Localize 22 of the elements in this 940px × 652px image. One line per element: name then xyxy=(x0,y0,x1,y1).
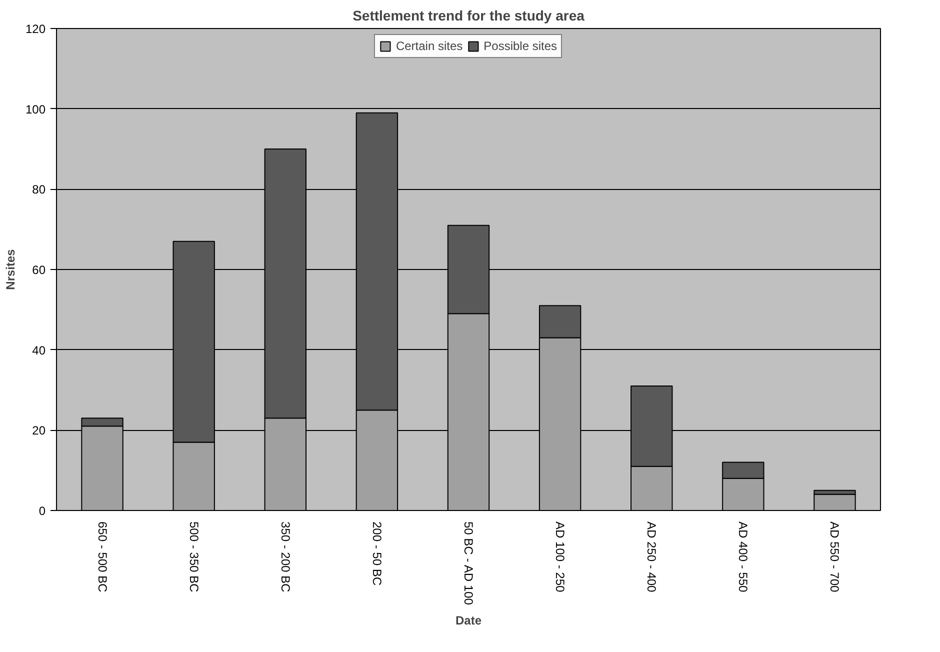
x-tick-label: AD 400 - 550 xyxy=(736,522,750,593)
x-tick-label: AD 550 - 700 xyxy=(828,522,842,593)
y-tick-label: 120 xyxy=(25,22,46,36)
x-tick-label: AD 100 - 250 xyxy=(553,522,568,593)
y-tick-label: 60 xyxy=(32,263,46,277)
x-tick-label: 200 - 50 BC xyxy=(370,522,384,586)
y-tick-label: 100 xyxy=(25,102,46,116)
y-tick-label: 40 xyxy=(32,343,46,358)
y-tick-label: 20 xyxy=(32,424,46,438)
y-tick-label: 0 xyxy=(38,504,46,518)
x-axis-title: Date xyxy=(455,614,482,628)
y-axis-title: Nrsites xyxy=(3,248,18,290)
bar xyxy=(814,494,856,510)
chart-title: Settlement trend for the study area xyxy=(352,8,585,24)
x-tick-label: 50 BC - AD 100 xyxy=(462,522,476,606)
x-tick-label: AD 250 - 400 xyxy=(644,522,659,593)
x-tick-label: 500 - 350 BC xyxy=(186,522,201,593)
legend-label: Certain sites xyxy=(396,39,463,53)
y-tick-label: 80 xyxy=(32,182,46,197)
x-tick-label: 350 - 200 BC xyxy=(278,522,292,593)
x-tick-label: 650 - 500 BC xyxy=(95,522,110,593)
legend-label: Possible sites xyxy=(484,39,558,53)
